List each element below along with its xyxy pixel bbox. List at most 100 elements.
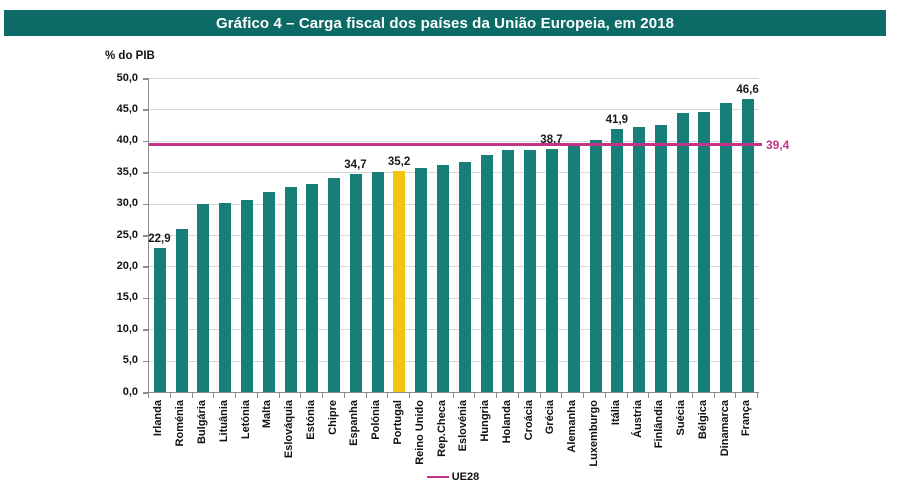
bar-alemanha — [567, 143, 580, 392]
x-label-reino-unido: Reino Unido — [413, 400, 426, 465]
plot-area: 22,9 34,7 35,2 38,7 41,9 46,6 — [148, 78, 762, 393]
chart-title: Gráfico 4 – Carga fiscal dos países da U… — [215, 14, 675, 32]
x-label-pol-nia: Polónia — [370, 400, 383, 440]
bar--ustria — [633, 126, 646, 392]
x-tick-mark — [693, 393, 715, 398]
x-label-est-nia: Estónia — [304, 400, 317, 440]
bar-portugal — [393, 170, 406, 392]
x-tick-mark — [584, 393, 606, 398]
bar-slot-portugal: 35,2 — [387, 78, 411, 392]
x-tick-mark — [475, 393, 497, 398]
bar-slot-holanda — [498, 78, 520, 392]
data-label-portugal: 35,2 — [387, 155, 411, 168]
y-tick-label: 35,0 — [116, 165, 138, 178]
bar-gr-cia — [545, 148, 558, 392]
bar-chipre — [328, 177, 341, 392]
y-tick-mark — [143, 235, 148, 237]
gridline — [149, 140, 759, 142]
x-tick-mark — [606, 393, 628, 398]
x-tick-mark — [367, 393, 389, 398]
bar-eslov-quia — [284, 186, 297, 392]
x-label-litu-nia: Lituânia — [217, 400, 230, 443]
x-tick-mark — [236, 393, 258, 398]
bar-cro-cia — [524, 149, 537, 392]
y-tick-label: 50,0 — [116, 71, 138, 84]
x-tick-mark — [193, 393, 215, 398]
y-tick-label: 0,0 — [122, 385, 138, 398]
gridline — [149, 203, 759, 205]
x-label-portugal: Portugal — [391, 400, 404, 445]
x-tick-mark — [301, 393, 323, 398]
bar-rom-nia — [175, 228, 188, 392]
bar-reino-unido — [415, 168, 428, 392]
gridline — [149, 266, 759, 268]
bar-slot-let-nia — [236, 78, 258, 392]
y-tick-mark — [143, 329, 148, 331]
bar-series: 22,9 34,7 35,2 38,7 41,9 46,6 — [148, 78, 759, 392]
data-label-irlanda: 22,9 — [148, 233, 171, 246]
x-label-espanha: Espanha — [348, 400, 361, 446]
bar-slot-eslov-quia — [280, 78, 302, 392]
bar-hungria — [480, 155, 493, 392]
bar-slot-est-nia — [301, 78, 323, 392]
bar-let-nia — [241, 200, 254, 392]
ue28-reference-line — [149, 143, 762, 147]
gridline — [149, 172, 759, 174]
x-label-cro-cia: Croácia — [522, 400, 535, 441]
x-axis-category-labels: Irlanda Roménia Bulgária Lituânia Letónia Mal… — [148, 400, 758, 470]
y-tick-label: 10,0 — [116, 322, 138, 335]
y-tick-label: 30,0 — [116, 197, 138, 210]
gridline — [149, 109, 759, 111]
ue28-legend-label: UE28 — [451, 471, 480, 483]
bar-finl-ndia — [654, 125, 667, 392]
bar-fran-a — [741, 99, 754, 392]
ue28-reference-value-label: 39,4 — [766, 138, 790, 152]
x-tick-mark — [280, 393, 302, 398]
bar-slot-reino-unido — [410, 78, 432, 392]
bar-slot-rep-checa — [432, 78, 454, 392]
bar-slot-rom-nia — [171, 78, 193, 392]
y-tick-mark — [143, 109, 148, 111]
chart-title-band: Gráfico 4 – Carga fiscal dos países da U… — [4, 10, 886, 36]
x-label-let-nia: Letónia — [239, 400, 252, 440]
bar-slot-b-lgica — [694, 78, 716, 392]
bar-slot-finl-ndia — [650, 78, 672, 392]
bar-slot-luxemburgo — [585, 78, 607, 392]
y-tick-mark — [143, 266, 148, 268]
x-tick-mark — [649, 393, 671, 398]
x-label-hungria: Hungria — [479, 400, 492, 442]
bar-slot-litu-nia — [214, 78, 236, 392]
gridline — [149, 297, 759, 299]
bar-holanda — [502, 150, 515, 392]
gridline — [149, 360, 759, 362]
x-label-dinamarca: Dinamarca — [718, 400, 731, 457]
x-tick-mark — [671, 393, 693, 398]
bar-slot-it-lia: 41,9 — [606, 78, 628, 392]
data-label-gr-cia: 38,7 — [540, 133, 563, 146]
x-label-b-lgica: Bélgica — [696, 400, 709, 440]
x-label--ustria: Áustria — [631, 400, 644, 438]
bar-slot-bulg-ria — [193, 78, 215, 392]
bar-dinamarca — [720, 102, 733, 392]
x-label-bulg-ria: Bulgária — [195, 400, 208, 445]
x-label-irlanda: Irlanda — [152, 400, 165, 437]
x-label-holanda: Holanda — [500, 400, 513, 444]
gridline — [149, 235, 759, 236]
gridline — [149, 78, 759, 79]
x-label-chipre: Chipre — [326, 400, 339, 435]
chart-legend: UE28 — [148, 471, 758, 483]
y-tick-label: 20,0 — [116, 259, 138, 272]
y-tick-label: 15,0 — [116, 291, 138, 304]
y-tick-label: 45,0 — [116, 102, 138, 115]
x-label-it-lia: Itália — [609, 400, 622, 426]
bar-bulg-ria — [197, 204, 210, 392]
x-tick-mark — [628, 393, 650, 398]
bar-rep-checa — [437, 164, 450, 392]
x-tick-mark — [454, 393, 476, 398]
bar-irlanda — [153, 248, 166, 392]
x-label-eslov-quia: Eslováquia — [283, 400, 296, 459]
x-tick-mark — [519, 393, 541, 398]
y-tick-mark — [143, 297, 148, 300]
bar-b-lgica — [698, 111, 711, 392]
